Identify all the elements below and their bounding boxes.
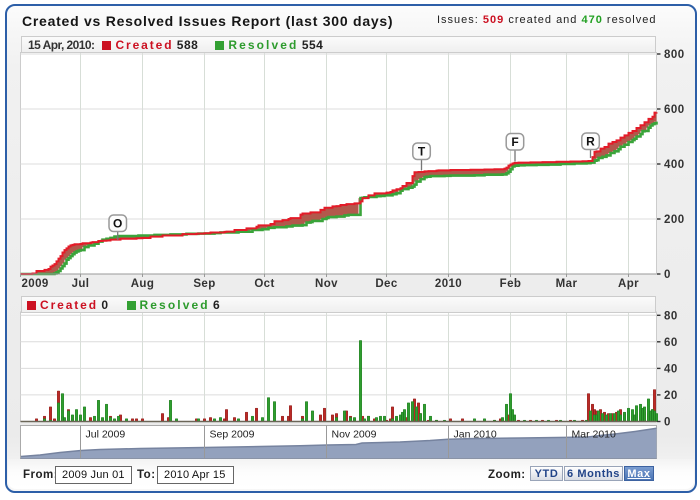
svg-text:Nov: Nov [315,278,338,290]
svg-text:R: R [586,135,595,149]
svg-text:Feb: Feb [500,278,522,290]
svg-text:2010: 2010 [435,278,462,290]
svg-text:2009: 2009 [22,278,49,290]
svg-text:200: 200 [664,214,685,226]
svg-text:Mar 2010: Mar 2010 [572,429,617,441]
svg-text:0: 0 [664,417,671,429]
svg-text:400: 400 [664,159,685,171]
svg-text:Jan 2010: Jan 2010 [454,429,497,441]
svg-text:40: 40 [664,363,678,375]
svg-text:O: O [113,217,122,231]
svg-text:Oct: Oct [254,278,274,290]
svg-text:Dec: Dec [375,278,398,290]
svg-text:Mar: Mar [556,278,578,290]
svg-text:T: T [418,145,426,159]
svg-text:F: F [511,135,518,149]
svg-text:Apr: Apr [618,278,639,290]
svg-text:Jul: Jul [72,278,90,290]
svg-text:20: 20 [664,390,678,402]
svg-text:60: 60 [664,337,678,349]
svg-text:Sep 2009: Sep 2009 [210,429,255,441]
svg-text:0: 0 [664,269,671,281]
svg-text:Aug: Aug [131,278,155,290]
svg-text:Jul 2009: Jul 2009 [86,429,126,441]
svg-text:600: 600 [664,104,685,116]
svg-text:Sep: Sep [193,278,215,290]
svg-text:Nov 2009: Nov 2009 [332,429,377,441]
svg-text:80: 80 [664,310,678,322]
svg-text:800: 800 [664,49,685,61]
